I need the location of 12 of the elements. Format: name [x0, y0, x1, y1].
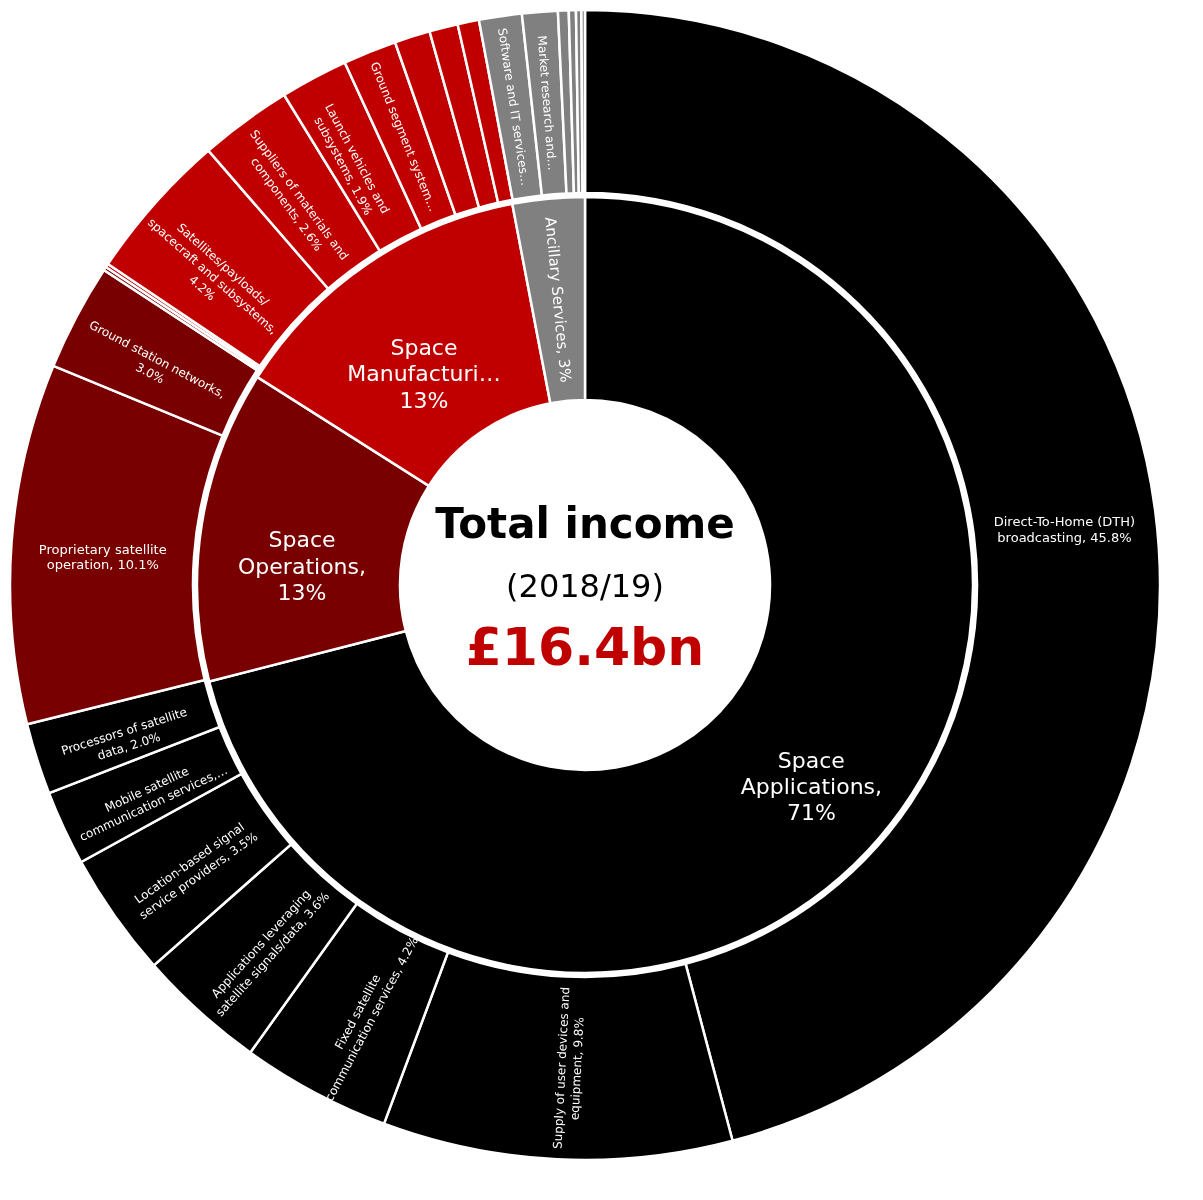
- data-label: Space Manufacturi… 13%: [347, 335, 501, 413]
- data-label: Space Operations, 13%: [238, 527, 366, 605]
- data-label: Supply of user devices and equipment, 9.8%: [550, 986, 587, 1150]
- data-label: Space Applications, 71%: [740, 747, 883, 826]
- text: £16.4bn: [465, 617, 705, 677]
- data-label: Proprietary satellite operation, 10.1%: [38, 541, 167, 573]
- text: Total income: [435, 499, 735, 548]
- data-label: Market research and…: [534, 34, 560, 172]
- data-label: Software and IT services…: [495, 27, 533, 187]
- data-label: Ancillary Services, 3%: [541, 216, 575, 384]
- data-label: Direct-To-Home (DTH) broadcasting, 45.8%: [993, 514, 1136, 546]
- text: (2018/19): [506, 567, 664, 605]
